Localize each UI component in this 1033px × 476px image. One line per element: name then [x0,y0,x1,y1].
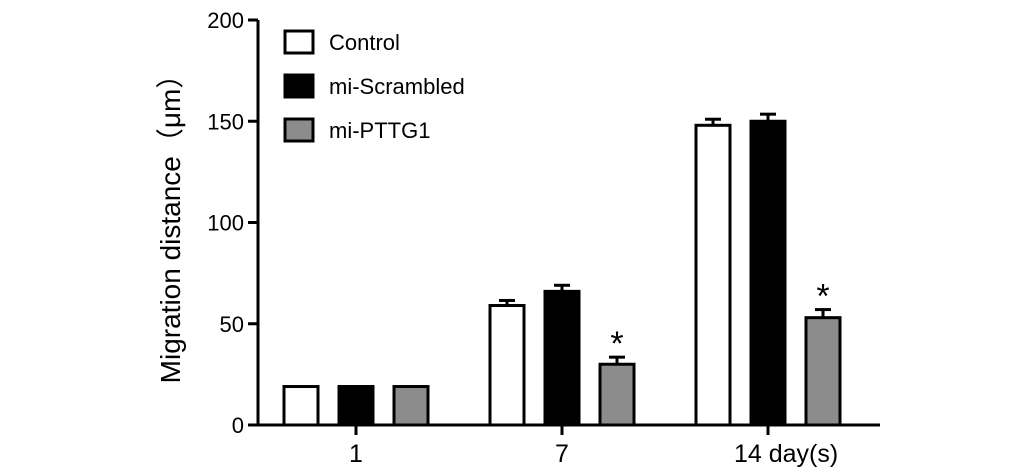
y-tick-label: 50 [220,312,244,337]
legend-label: Control [329,30,400,55]
bar-group [804,308,842,427]
significance-marker: * [816,278,829,316]
bars: ** [282,112,842,427]
y-tick-label: 0 [232,413,244,438]
significance-marker: * [610,325,623,363]
bar-group [694,117,732,427]
legend-entry: Control [283,29,400,55]
legend-swatch [283,117,315,143]
bar [694,123,732,427]
y-tick-label: 100 [207,211,244,236]
bar [598,362,636,427]
bar [488,304,526,427]
y-axis-label: Migration distance（μm） [155,61,186,384]
legend-label: mi-PTTG1 [329,118,430,143]
y-tick-label: 200 [207,8,244,33]
x-tick-label: 1 [349,440,363,468]
bar [282,385,320,427]
y-tick-label: 150 [207,109,244,134]
x-tick-label: 14 day(s) [734,440,838,468]
bar-group [749,112,787,427]
bar [804,316,842,427]
bar [392,385,430,427]
legend-entry: mi-Scrambled [283,73,465,99]
bar [749,119,787,427]
bar [337,385,375,427]
bar-group [598,355,636,427]
legend: Control mi-Scrambled mi-PTTG1 [283,29,465,143]
legend-swatch [283,29,315,55]
bar-group [543,283,581,427]
x-tick-label: 7 [555,440,569,468]
bar-group [282,385,320,427]
bar [543,289,581,427]
bar-group [337,385,375,427]
bar-group [392,385,430,427]
bar-group [488,298,526,427]
legend-swatch [283,73,315,99]
legend-entry: mi-PTTG1 [283,117,430,143]
legend-label: mi-Scrambled [329,74,465,99]
